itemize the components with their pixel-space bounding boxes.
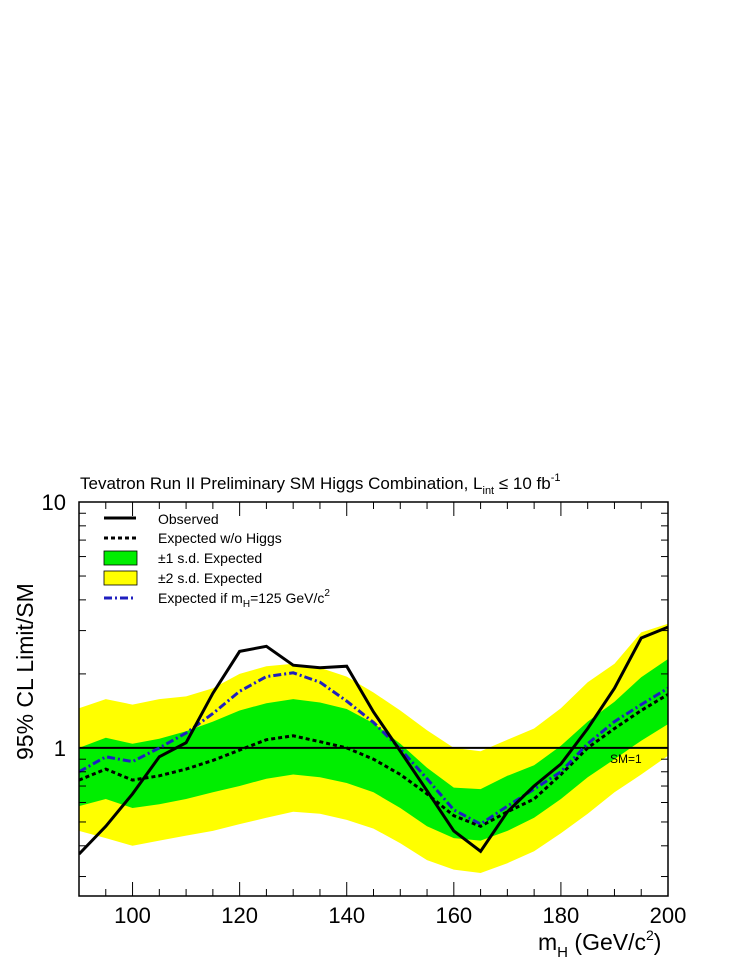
legend-label-observed: Observed xyxy=(158,511,219,527)
x-tick-label: 200 xyxy=(650,903,687,928)
legend-swatch-1sd xyxy=(103,550,138,566)
x-tick-label: 180 xyxy=(543,903,580,928)
legend: Observed Expected w/o Higgs ±1 s.d. Expe… xyxy=(103,511,330,610)
series-line-expected-if-m-h-125-gev-c-2 xyxy=(79,671,668,826)
x-tick-label: 160 xyxy=(435,903,472,928)
x-axis-title: mH (GeV/c2) xyxy=(538,927,661,961)
legend-label-1sd: ±1 s.d. Expected xyxy=(158,550,262,566)
x-tick-label: 100 xyxy=(114,903,151,928)
legend-label-mh125: Expected if mH=125 GeV/c2 xyxy=(158,588,330,610)
y-tick-label: 10 xyxy=(42,490,66,515)
legend-label-2sd: ±2 s.d. Expected xyxy=(158,570,262,586)
band-1sd xyxy=(79,659,668,841)
series-line-observed xyxy=(79,625,668,856)
y-tick-label: 1 xyxy=(54,736,66,761)
sm-label: SM=1 xyxy=(610,752,642,766)
legend-swatch-2sd xyxy=(103,570,138,586)
x-tick-label: 120 xyxy=(221,903,258,928)
y-axis-title: 95% CL Limit/SM xyxy=(12,583,38,760)
x-tick-label: 140 xyxy=(328,903,365,928)
chart-title: Tevatron Run II Preliminary SM Higgs Com… xyxy=(80,472,561,497)
series-line-expected-w-o-higgs xyxy=(79,693,668,828)
legend-label-expected: Expected w/o Higgs xyxy=(158,530,282,546)
